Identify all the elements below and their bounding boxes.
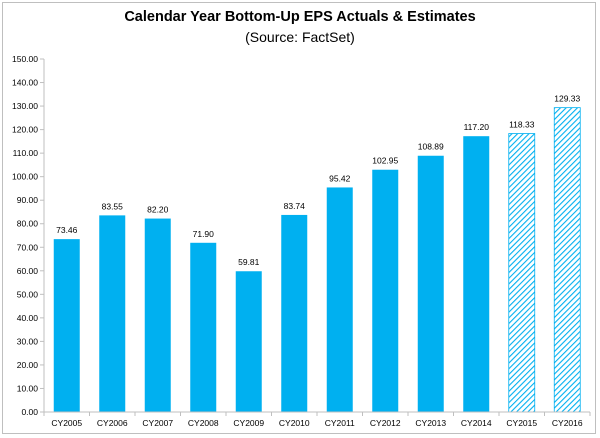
data-label: 73.46: [56, 225, 78, 235]
data-label: 82.20: [147, 205, 169, 215]
x-tick-label: CY2006: [97, 418, 128, 428]
x-tick-label: CY2010: [279, 418, 310, 428]
x-tick-label: CY2012: [370, 418, 401, 428]
y-tick-label: 50.00: [17, 289, 39, 299]
y-tick-label: 140.00: [12, 78, 38, 88]
data-label: 83.74: [284, 201, 306, 211]
x-tick-label: CY2009: [233, 418, 264, 428]
data-label: 129.33: [554, 94, 580, 104]
y-tick-label: 30.00: [17, 336, 39, 346]
data-label: 71.90: [193, 229, 215, 239]
data-labels: 73.46 83.55 82.20 71.90 59.81 83.74 95.42 102.9…: [56, 94, 580, 268]
bar: [53, 239, 80, 412]
bar-estimate: [553, 107, 581, 413]
x-tick-label: CY2013: [415, 418, 446, 428]
y-tick-label: 80.00: [17, 219, 39, 229]
x-tick-label: CY2014: [461, 418, 492, 428]
y-tick-label: 60.00: [17, 266, 39, 276]
x-tick-label: CY2008: [188, 418, 219, 428]
bar-estimate: [508, 133, 536, 413]
x-tick-label: CY2011: [325, 418, 355, 428]
y-tick-label: 70.00: [17, 242, 39, 252]
x-tick-label: CY2016: [552, 418, 583, 428]
y-tick-label: 10.00: [17, 383, 39, 393]
bar: [372, 169, 399, 412]
bar: [417, 155, 444, 412]
data-label: 59.81: [238, 257, 260, 267]
chart-title: Calendar Year Bottom-Up EPS Actuals & Es…: [124, 9, 476, 25]
y-tick-label: 130.00: [12, 101, 38, 111]
y-tick-label: 150.00: [12, 54, 38, 64]
y-tick-label: 40.00: [17, 313, 39, 323]
data-label: 95.42: [329, 173, 351, 183]
data-label: 108.89: [418, 142, 444, 152]
data-label: 117.20: [464, 122, 490, 132]
bar: [281, 214, 308, 412]
bar: [144, 218, 171, 412]
y-tick-label: 20.00: [17, 360, 39, 370]
y-tick-label: 0.00: [21, 407, 38, 417]
bar: [99, 215, 126, 412]
bar: [235, 271, 262, 412]
bar: [463, 136, 490, 412]
y-tick-label: 100.00: [12, 172, 38, 182]
x-tick-label: CY2007: [142, 418, 173, 428]
bar: [190, 242, 217, 412]
y-tick-label: 120.00: [12, 125, 38, 135]
y-tick-label: 110.00: [13, 148, 39, 158]
bar: [326, 187, 353, 412]
chart-subtitle: (Source: FactSet): [245, 29, 355, 45]
data-label: 102.95: [372, 156, 398, 166]
x-tick-label: CY2005: [51, 418, 82, 428]
data-label: 83.55: [102, 201, 124, 211]
x-axis: CY2005 CY2006 CY2007 CY2008 CY2009 CY2010 CY20…: [43, 411, 591, 428]
bars: [53, 107, 581, 413]
x-tick-label: CY2015: [506, 418, 537, 428]
data-label: 118.33: [509, 120, 535, 130]
y-tick-label: 90.00: [17, 195, 39, 205]
y-axis: 0.00 10.00 20.00 30.00 40.00 50.00 60.00 70.00 8…: [12, 54, 45, 417]
